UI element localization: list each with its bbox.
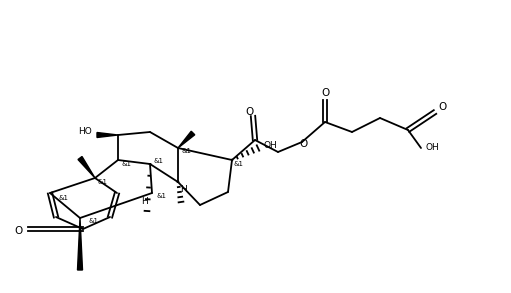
Text: &1: &1 xyxy=(58,195,68,201)
Text: O: O xyxy=(321,88,329,98)
Polygon shape xyxy=(78,156,95,178)
Text: OH: OH xyxy=(426,144,440,152)
Text: &1: &1 xyxy=(181,148,191,154)
Text: O: O xyxy=(15,226,23,236)
Polygon shape xyxy=(178,131,195,148)
Text: H: H xyxy=(141,197,147,205)
Text: OH: OH xyxy=(263,142,277,151)
Text: H: H xyxy=(180,185,187,195)
Text: &1: &1 xyxy=(88,218,98,224)
Text: O: O xyxy=(300,139,308,149)
Text: &1: &1 xyxy=(121,161,131,167)
Polygon shape xyxy=(78,218,82,270)
Text: &1: &1 xyxy=(153,158,163,164)
Text: O: O xyxy=(246,107,254,117)
Text: O: O xyxy=(438,102,446,112)
Text: &1: &1 xyxy=(97,179,107,185)
Text: &1: &1 xyxy=(156,193,166,199)
Text: &1: &1 xyxy=(234,161,244,167)
Text: HO: HO xyxy=(78,127,92,135)
Polygon shape xyxy=(97,132,118,137)
